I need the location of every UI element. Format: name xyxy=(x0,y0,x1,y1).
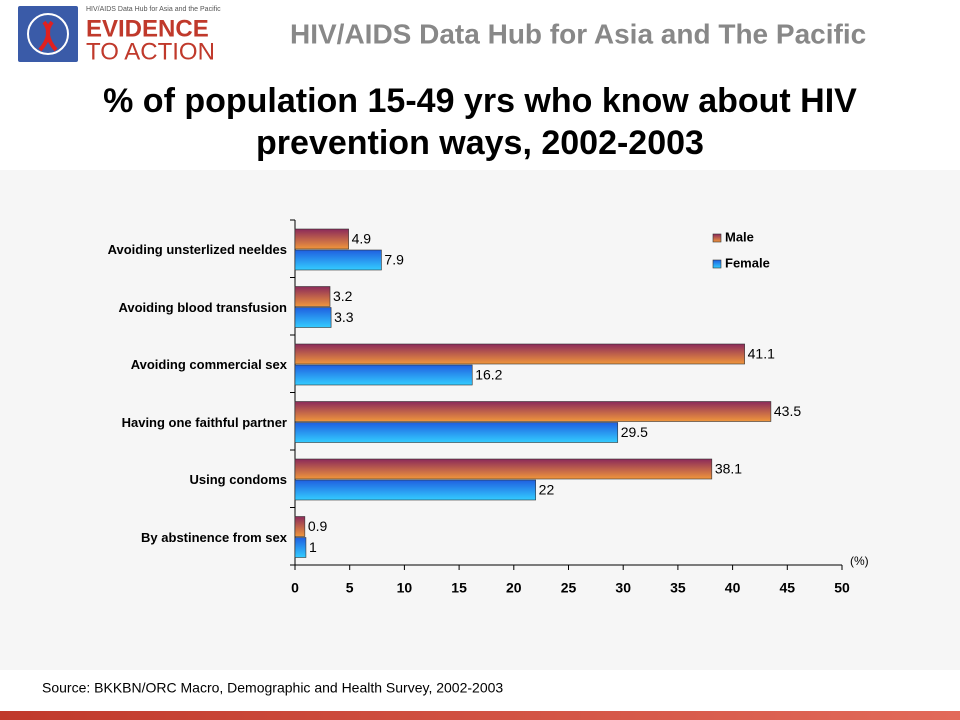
bar xyxy=(294,249,382,271)
legend-swatch xyxy=(712,259,722,269)
data-label: 43.5 xyxy=(774,403,801,419)
logo-small: HIV/AIDS Data Hub for Asia and the Pacif… xyxy=(86,6,221,13)
bar xyxy=(294,343,745,365)
bar xyxy=(294,364,473,386)
data-label: 3.2 xyxy=(333,288,353,304)
logo-globe xyxy=(27,13,69,55)
category-text: By abstinence from sex xyxy=(141,529,287,545)
x-tick-label: 10 xyxy=(397,580,413,596)
bar xyxy=(294,537,307,558)
bar xyxy=(294,401,772,422)
legend-label: Female xyxy=(725,255,770,270)
x-tick-label: 15 xyxy=(451,580,467,596)
category-label: By abstinence from sex xyxy=(97,528,287,548)
data-label: 7.9 xyxy=(384,252,404,268)
x-tick-label: 45 xyxy=(780,580,796,596)
header-title: HIV/AIDS Data Hub for Asia and The Pacif… xyxy=(290,18,866,49)
logo-line2: TO ACTION xyxy=(86,38,215,65)
x-tick-label: 20 xyxy=(506,580,522,596)
x-tick-label: 50 xyxy=(834,580,850,596)
category-label: Avoiding blood transfusion xyxy=(97,298,287,318)
x-unit-label: (%) xyxy=(850,554,869,568)
source: Source: BKKBN/ORC Macro, Demographic and… xyxy=(42,680,503,696)
chart-title: % of population 15-49 yrs who know about… xyxy=(103,82,857,162)
data-label: 41.1 xyxy=(748,346,775,362)
category-label: Having one faithful partner xyxy=(97,413,287,433)
legend-swatch xyxy=(712,233,722,243)
x-tick-label: 40 xyxy=(725,580,741,596)
footer-band xyxy=(0,711,960,720)
bar xyxy=(294,516,306,537)
x-tick-label: 35 xyxy=(670,580,686,596)
bar xyxy=(294,307,332,328)
category-text: Avoiding commercial sex xyxy=(130,357,287,372)
bar xyxy=(294,228,349,250)
data-label: 0.9 xyxy=(308,518,328,534)
data-label: 3.3 xyxy=(334,309,354,325)
category-text: Using condoms xyxy=(189,472,287,487)
category-label: Using condoms xyxy=(97,470,287,490)
bar xyxy=(294,422,619,443)
logo-line1: EVIDENCE xyxy=(86,15,209,42)
data-label: 22 xyxy=(539,482,555,498)
category-text: Avoiding blood transfusion xyxy=(118,299,287,315)
x-tick-label: 5 xyxy=(346,580,354,596)
category-text: Having one faithful partner xyxy=(121,414,287,430)
bar xyxy=(294,458,713,480)
data-label: 1 xyxy=(309,539,317,555)
data-label: 4.9 xyxy=(352,231,372,247)
x-tick-label: 25 xyxy=(561,580,577,596)
logo-ribbon xyxy=(38,20,58,52)
bar xyxy=(294,286,331,307)
x-tick-label: 0 xyxy=(291,580,299,596)
category-label: Avoiding commercial sex xyxy=(97,355,287,375)
header-band xyxy=(0,0,960,70)
bar xyxy=(294,479,536,501)
x-tick-label: 30 xyxy=(615,580,631,596)
category-label: Avoiding unsterlized neeldes xyxy=(97,240,287,260)
legend-label: Male xyxy=(725,229,754,244)
data-label: 16.2 xyxy=(475,367,502,383)
data-label: 38.1 xyxy=(715,461,742,477)
category-text: Avoiding unsterlized neeldes xyxy=(107,242,287,257)
data-label: 29.5 xyxy=(621,424,648,440)
